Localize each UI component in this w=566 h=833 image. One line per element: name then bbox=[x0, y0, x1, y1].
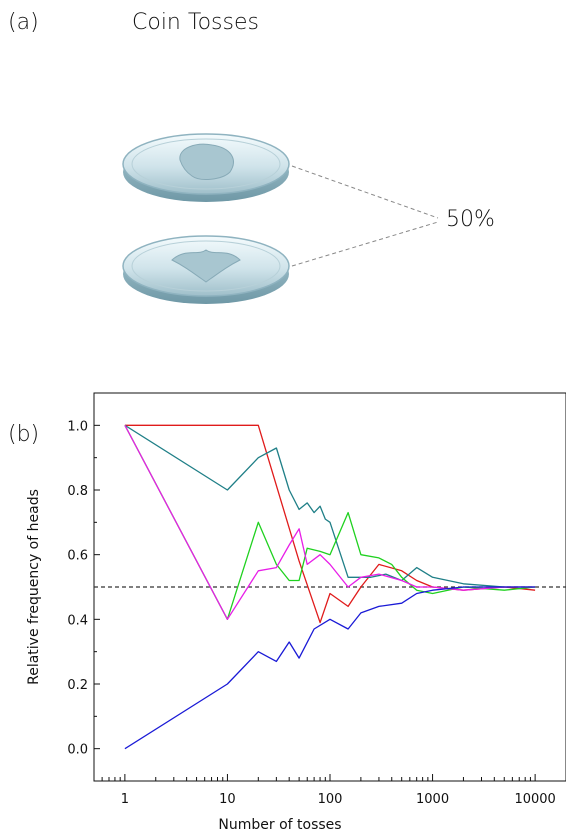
series-line-3 bbox=[124, 424, 536, 620]
connector-top bbox=[291, 165, 439, 219]
coin-illustration bbox=[122, 133, 439, 304]
series-line-5 bbox=[124, 586, 536, 750]
y-tick-label: 0.2 bbox=[67, 678, 88, 693]
connector-bottom bbox=[291, 221, 439, 267]
x-tick-label: 10 bbox=[219, 792, 236, 807]
y-tick-label: 0.4 bbox=[67, 613, 88, 628]
x-tick-label: 1 bbox=[121, 792, 129, 807]
series-line-4 bbox=[124, 424, 536, 620]
portrait-relief bbox=[179, 143, 234, 180]
panel-a-label: (a) bbox=[8, 10, 39, 35]
x-tick-label: 1000 bbox=[416, 792, 449, 807]
x-axis-title: Number of tosses bbox=[218, 817, 341, 833]
y-tick-label: 0.8 bbox=[67, 484, 88, 499]
panel-a-title: Coin Tosses bbox=[132, 10, 259, 35]
y-axis-title: Relative frequency of heads bbox=[26, 489, 42, 685]
eagle-relief bbox=[171, 249, 241, 283]
panel-b-label: (b) bbox=[8, 422, 40, 447]
y-tick-label: 1.0 bbox=[67, 419, 88, 434]
x-tick-label: 10000 bbox=[514, 792, 555, 807]
coin-tails bbox=[122, 235, 290, 304]
x-tick-label: 100 bbox=[318, 792, 343, 807]
y-tick-label: 0.6 bbox=[67, 549, 88, 564]
probability-label: 50% bbox=[446, 207, 495, 232]
y-tick-label: 0.0 bbox=[67, 743, 88, 758]
coin-heads bbox=[122, 133, 290, 202]
frequency-chart: 0.0 0.2 0.4 0.6 0.8 1.0 1 10 100 1000 10000 Numbe… bbox=[26, 392, 566, 833]
series-line-2 bbox=[124, 424, 536, 588]
